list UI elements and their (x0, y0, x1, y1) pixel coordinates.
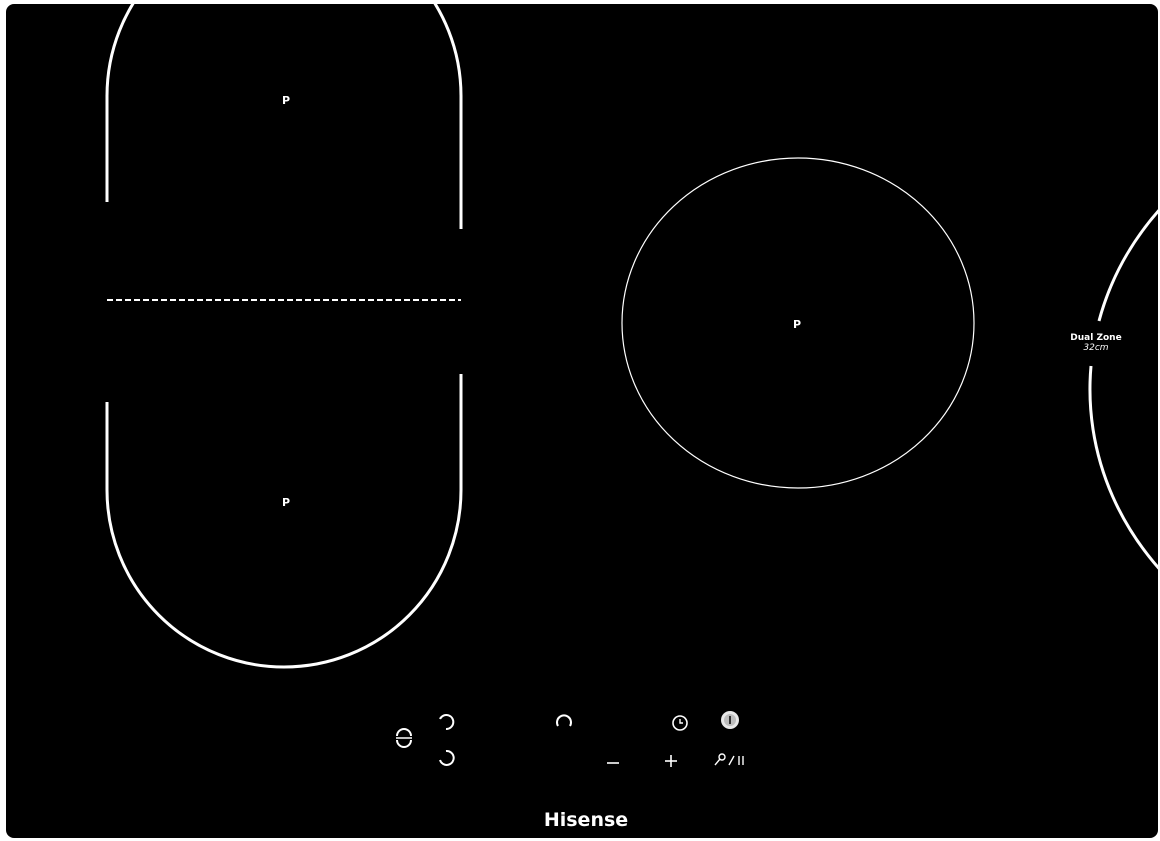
cooktop-surface: P P P Dual Zone 32cm (6, 4, 1158, 838)
left-zone-bottom-outline (105, 374, 463, 669)
power-button[interactable] (718, 708, 742, 732)
right-zone-power-indicator: P (793, 318, 802, 331)
power-icon (721, 711, 739, 729)
left-zone-top-outline (105, 4, 463, 229)
dual-zone-badge: Dual Zone 32cm (1056, 333, 1136, 353)
zone-select-icon (439, 714, 455, 731)
rear-left-zone-select-button[interactable] (434, 710, 458, 734)
minus-icon (607, 762, 619, 764)
right-zone-select-button[interactable] (552, 711, 576, 735)
dual-zone-inner-ring (621, 157, 975, 489)
brand-logo: Hisense (543, 809, 629, 831)
minus-button[interactable] (601, 750, 625, 774)
bridge-icon (396, 728, 412, 748)
clock-icon (672, 715, 688, 731)
lock-pause-button[interactable] (712, 748, 752, 772)
top-left-zone-power-indicator: P (282, 94, 291, 107)
plus-icon (665, 755, 677, 767)
bottom-left-zone-power-indicator: P (282, 496, 291, 509)
dual-zone-title: Dual Zone (1070, 333, 1122, 343)
front-left-zone-select-button[interactable] (434, 746, 458, 770)
dual-zone-size: 32cm (1083, 343, 1109, 353)
cooking-zone-markings (105, 4, 1158, 669)
zone-select-icon (556, 714, 572, 727)
timer-button[interactable] (668, 711, 692, 735)
key-pause-icon (714, 753, 744, 766)
dual-zone-outer-ring (1088, 209, 1158, 570)
zone-select-icon (439, 749, 455, 766)
plus-button[interactable] (659, 748, 683, 772)
bridge-zone-select-button[interactable] (392, 726, 416, 750)
